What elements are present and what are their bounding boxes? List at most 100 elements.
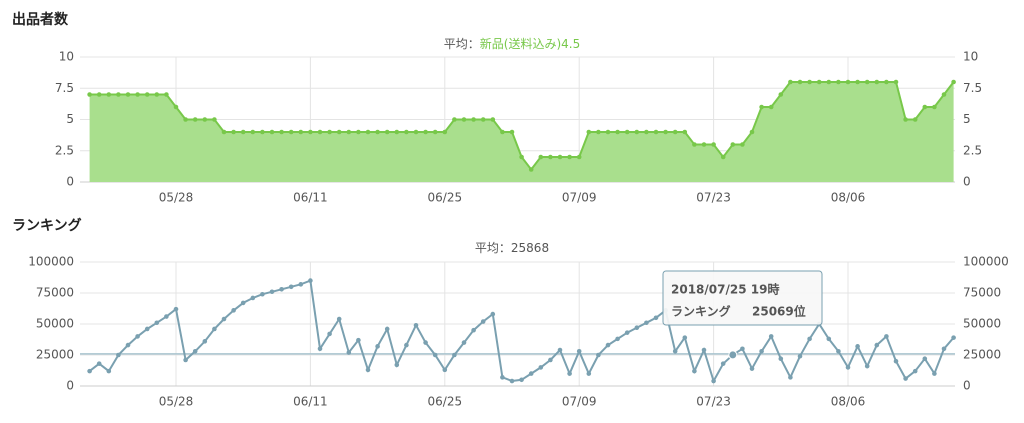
y2-tick-label: 5 (963, 112, 971, 126)
subtitle-value: 25868 (511, 241, 549, 255)
point (404, 342, 409, 348)
point (221, 316, 227, 322)
point (586, 371, 592, 376)
point (605, 342, 611, 348)
point (500, 129, 505, 135)
point (144, 326, 150, 332)
point (442, 129, 448, 135)
point (548, 154, 553, 160)
y-tick-label: 0 (66, 175, 74, 189)
point (759, 348, 764, 354)
point (231, 129, 236, 135)
point (740, 142, 745, 147)
point (874, 342, 880, 348)
point (845, 79, 851, 85)
point (269, 129, 275, 135)
point (240, 300, 246, 306)
point (192, 348, 198, 354)
point (87, 368, 92, 374)
x-tick-label: 08/06 (831, 191, 866, 205)
point (164, 92, 169, 97)
point (855, 79, 860, 85)
point (279, 129, 284, 135)
point (797, 79, 803, 85)
point (836, 79, 841, 85)
point (768, 104, 774, 110)
point (576, 154, 582, 160)
point (548, 357, 553, 363)
y2-tick-label: 25000 (963, 348, 1001, 362)
point (653, 315, 659, 321)
point (413, 129, 419, 135)
point (912, 368, 918, 374)
point (596, 129, 601, 135)
point (164, 314, 169, 319)
point (816, 79, 822, 85)
y-tick-label: 50000 (36, 317, 74, 331)
subtitle-value: 新品(送料込み)4.5 (480, 36, 580, 51)
point (442, 367, 448, 373)
point (250, 295, 256, 301)
tooltip-label: ランキング (671, 304, 731, 319)
y-tick-label: 5 (66, 112, 74, 126)
point (759, 104, 764, 110)
y2-tick-label: 0 (963, 379, 971, 393)
point (605, 129, 611, 135)
point (106, 92, 112, 97)
point (125, 342, 131, 348)
point (730, 142, 736, 147)
x-tick-label: 05/28 (159, 395, 194, 409)
point (711, 142, 716, 147)
point (202, 117, 208, 122)
x-tick-label: 06/25 (428, 395, 463, 409)
point (874, 79, 880, 85)
point (135, 92, 140, 97)
highlight-point (728, 350, 738, 360)
tooltip-box (662, 270, 823, 326)
point (423, 129, 428, 135)
point (788, 79, 793, 85)
subtitle: 平均：25868 (475, 241, 549, 255)
point (327, 331, 332, 337)
point (701, 142, 707, 147)
point (231, 308, 236, 313)
y2-tick-label: 75000 (963, 286, 1001, 300)
point (893, 358, 899, 364)
point (624, 330, 630, 335)
point (346, 350, 352, 355)
point (672, 348, 678, 354)
y2-tick-label: 0 (963, 175, 971, 189)
point (471, 117, 476, 122)
x-tick-label: 06/11 (293, 395, 328, 409)
point (269, 289, 275, 295)
y-tick-label: 25000 (36, 348, 74, 362)
point (356, 337, 361, 343)
point (557, 347, 563, 353)
y-tick-label: 100000 (28, 255, 74, 269)
point (308, 278, 313, 283)
point (317, 346, 323, 352)
point (864, 363, 870, 369)
point (644, 129, 649, 135)
point (528, 167, 534, 172)
point (720, 154, 726, 160)
point (279, 286, 284, 292)
point (154, 320, 160, 326)
point (615, 336, 620, 342)
point (711, 378, 716, 384)
point (298, 282, 304, 287)
point (893, 79, 899, 85)
point (346, 129, 352, 135)
x-tick-label: 05/28 (159, 191, 194, 205)
point (576, 348, 582, 354)
point (432, 352, 438, 358)
point (260, 291, 265, 297)
point (509, 378, 515, 384)
point (932, 104, 937, 110)
point (826, 79, 832, 85)
point (692, 142, 697, 147)
point (212, 117, 217, 122)
point (749, 129, 755, 135)
point (903, 117, 908, 122)
